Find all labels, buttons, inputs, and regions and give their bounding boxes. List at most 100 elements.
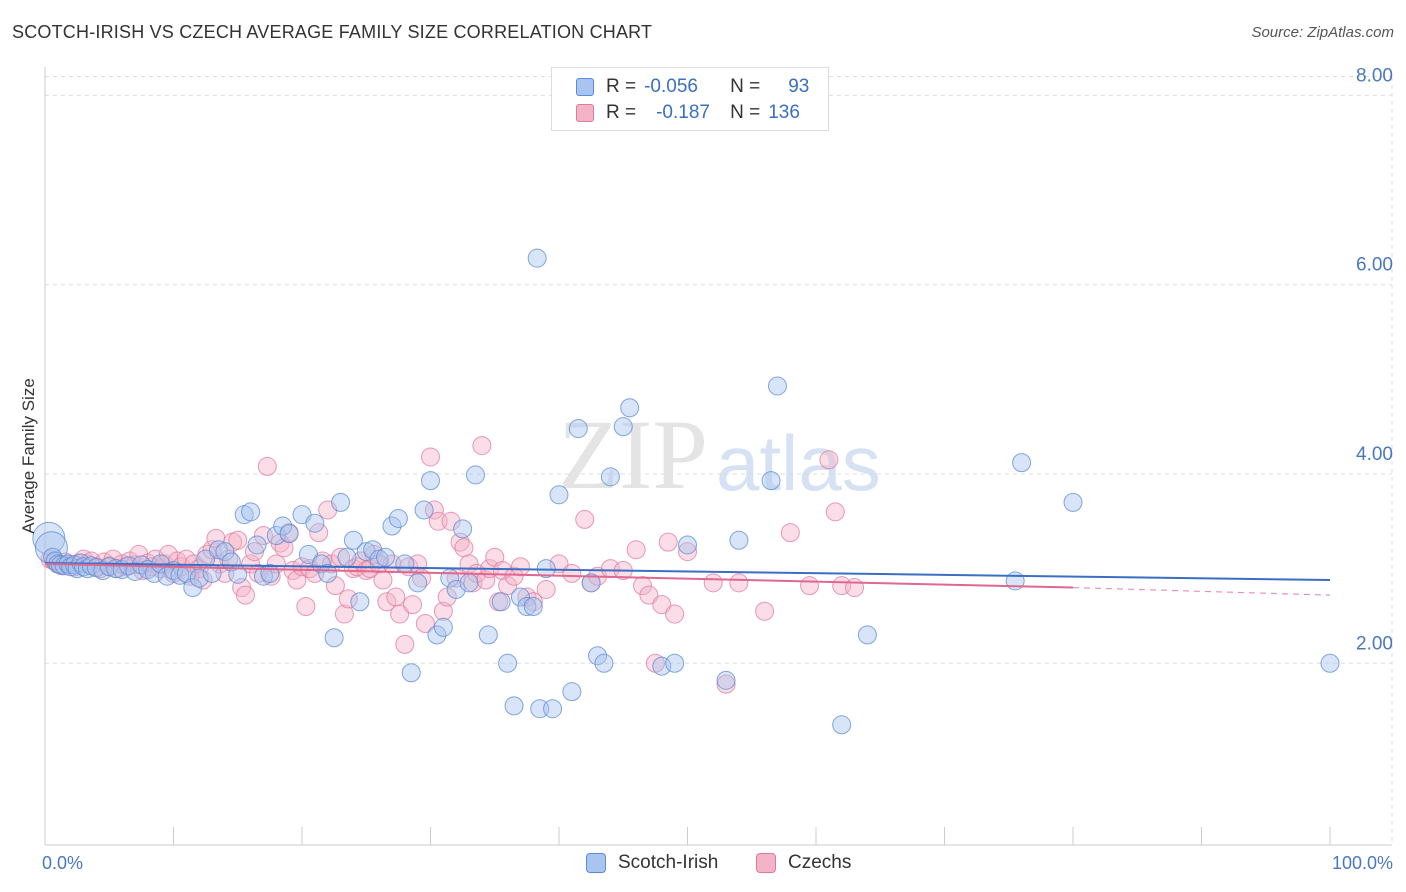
scotch-irish-point xyxy=(478,625,498,645)
x-tick-label: 0.0% xyxy=(42,853,83,873)
scotch-irish-point xyxy=(581,573,601,593)
scotch-irish-point xyxy=(453,519,473,539)
czechs-point xyxy=(472,436,492,456)
scotch-irish-point xyxy=(594,653,614,673)
scotch-irish-point xyxy=(318,563,338,583)
czechs-point xyxy=(296,596,316,616)
bottom-legend: Scotch-Irish Czechs xyxy=(0,852,1406,876)
scotch-irish-point xyxy=(459,573,479,593)
legend-row-scotch-irish: R = -0.056 N = 93 xyxy=(576,75,809,99)
scotch-irish-point xyxy=(414,500,434,520)
legend-r-label: R = xyxy=(606,76,637,97)
czechs-point xyxy=(454,538,474,558)
x-tick-label: 100.0% xyxy=(1332,853,1393,873)
legend-r-label: R = xyxy=(606,102,637,123)
scotch-irish-point xyxy=(678,535,697,555)
scotch-irish-point xyxy=(588,646,608,666)
czechs-point xyxy=(510,557,530,577)
czechs-point xyxy=(536,579,556,599)
scotch-irish-point xyxy=(241,502,261,522)
czechs-point xyxy=(424,500,444,520)
bottom-legend-label: Scotch-Irish xyxy=(618,852,719,873)
scotch-irish-point xyxy=(613,417,633,437)
y-tick-label: 8.00 xyxy=(1356,65,1393,86)
czechs-point xyxy=(575,509,595,529)
czechs-point xyxy=(338,589,358,609)
bottom-legend-swatch-blue xyxy=(586,853,606,873)
scotch-irish-point xyxy=(221,552,241,572)
legend-n-value: 93 xyxy=(788,76,810,97)
czechs-point xyxy=(421,447,440,467)
czechs-point xyxy=(274,538,294,558)
scotch-irish-trend-line xyxy=(44,561,1331,581)
czechs-point xyxy=(652,595,672,615)
scotch-irish-point xyxy=(350,592,370,612)
czechs-point xyxy=(755,601,775,621)
scotch-irish-point xyxy=(517,596,537,616)
legend: R = -0.056 N = 93 R = -0.187 N = 136 xyxy=(551,67,829,131)
legend-r-value: -0.056 xyxy=(644,76,698,97)
scotch-irish-point xyxy=(273,516,293,536)
scotch-irish-point xyxy=(491,592,511,612)
chart-title: SCOTCH-IRISH VS CZECH AVERAGE FAMILY SIZ… xyxy=(12,22,653,42)
scotch-irish-point xyxy=(716,670,736,690)
czechs-point xyxy=(441,511,461,531)
czechs-point xyxy=(373,570,393,590)
bottom-legend-scotch-irish: Scotch-Irish xyxy=(586,852,718,874)
czechs-point xyxy=(325,576,345,596)
scotch-irish-point xyxy=(652,656,672,676)
scotch-irish-point xyxy=(767,376,787,396)
scotch-irish-point xyxy=(337,547,357,567)
scotch-irish-point xyxy=(298,544,318,564)
scotch-irish-point xyxy=(279,524,299,544)
czechs-point xyxy=(819,450,839,470)
czechs-point xyxy=(639,585,659,605)
scotch-irish-point xyxy=(510,587,530,607)
czechs-point xyxy=(257,456,277,476)
legend-n-label: N = xyxy=(730,102,761,123)
bottom-legend-swatch-pink xyxy=(756,853,776,873)
czechs-point xyxy=(377,592,397,612)
scotch-irish-point xyxy=(395,554,415,574)
scotch-irish-point xyxy=(408,573,428,593)
scotch-irish-point xyxy=(215,542,235,562)
scotch-irish-point xyxy=(382,516,402,536)
scotch-irish-point xyxy=(324,628,344,648)
scotch-irish-point xyxy=(311,554,331,574)
czechs-point xyxy=(228,530,248,550)
axes xyxy=(44,67,1392,846)
scotch-irish-point xyxy=(549,485,569,505)
czechs-trend-extension xyxy=(1072,586,1331,596)
legend-r-value: -0.187 xyxy=(656,102,710,123)
czechs-point xyxy=(549,554,569,574)
czechs-point xyxy=(386,587,406,607)
czechs-point xyxy=(678,542,697,562)
scotch-irish-point xyxy=(761,471,781,491)
tick-labels: 2.00 4.00 6.00 8.00 0.0% 100.0% xyxy=(42,65,1393,873)
scotch-irish-point xyxy=(620,398,640,418)
bottom-legend-czechs: Czechs xyxy=(756,852,851,874)
y-tick-label: 4.00 xyxy=(1356,444,1393,465)
trend-lines xyxy=(44,561,1331,596)
czechs-point xyxy=(658,532,678,552)
czechs-point xyxy=(825,502,845,522)
scotch-irish-point xyxy=(600,467,620,487)
czechs-point xyxy=(504,566,524,586)
y-axis-label: Average Family Size xyxy=(19,378,38,534)
scotch-irish-point xyxy=(183,578,203,598)
scotch-irish-point xyxy=(99,557,119,577)
czechs-point xyxy=(309,523,329,543)
legend-n-label: N = xyxy=(730,76,761,97)
czechs-point xyxy=(476,570,496,590)
scotch-irish-point xyxy=(401,663,421,683)
czechs-point xyxy=(800,576,820,596)
czechs-point xyxy=(729,573,749,593)
czechs-point xyxy=(390,604,410,624)
scotch-irish-point xyxy=(562,682,582,702)
scotch-irish-point xyxy=(527,248,547,268)
scotch-irish-point xyxy=(498,653,518,673)
scotch-irish-point xyxy=(433,617,453,637)
watermark: ZIP atlas xyxy=(558,399,881,510)
scotch-irish-point xyxy=(1012,453,1032,473)
scotch-irish-point xyxy=(388,508,408,528)
